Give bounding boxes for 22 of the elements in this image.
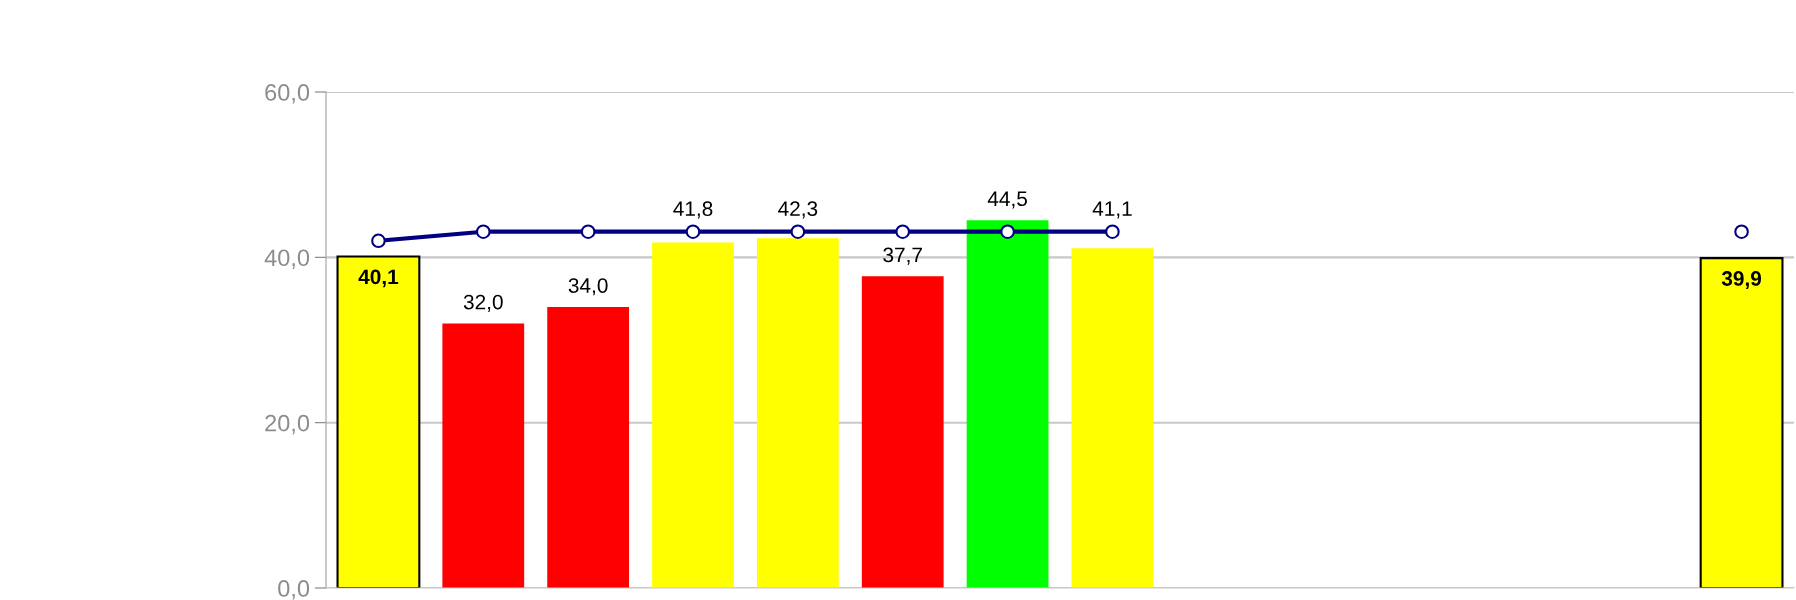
bar — [1699, 257, 1784, 588]
y-tick-label: 0,0 — [278, 580, 310, 600]
data-label: 32,0 — [463, 294, 503, 312]
bar — [966, 220, 1049, 588]
bar — [1071, 248, 1154, 588]
data-label: 41,8 — [673, 201, 713, 219]
bar — [756, 238, 839, 588]
data-label: 34,0 — [568, 278, 608, 296]
data-label: 41,1 — [1092, 201, 1132, 219]
data-label: 37,7 — [883, 247, 922, 265]
data-label: 44,5 — [987, 191, 1027, 209]
y-tick-label: 20,0 — [265, 414, 310, 435]
y-tick-label: 60,0 — [265, 84, 310, 104]
bar — [652, 242, 734, 588]
data-label: 42,3 — [778, 201, 818, 219]
bar — [547, 306, 630, 588]
bar — [336, 255, 421, 588]
bar — [861, 276, 944, 588]
bar — [442, 323, 525, 588]
y-tick-label: 40,0 — [264, 249, 310, 269]
data-label: 39,9 — [1721, 271, 1762, 289]
data-label: 40,1 — [358, 269, 399, 288]
